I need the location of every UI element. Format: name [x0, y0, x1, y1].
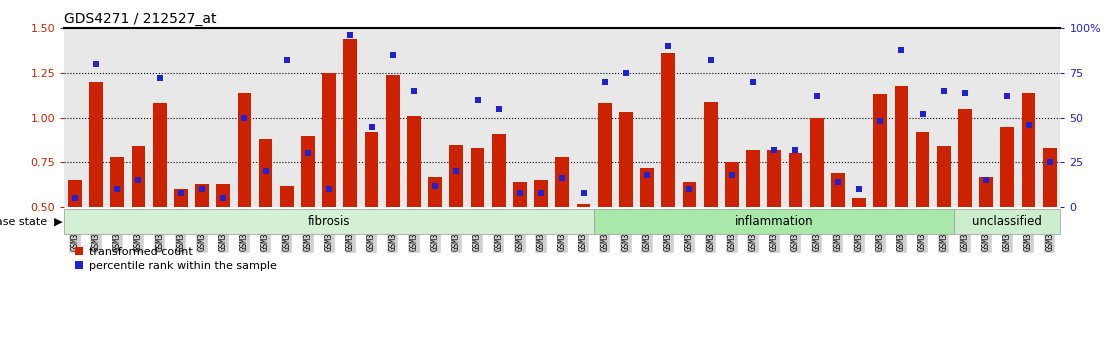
Bar: [619, 112, 633, 296]
Bar: [594, 209, 954, 234]
Legend: transformed count, percentile rank within the sample: transformed count, percentile rank withi…: [75, 247, 277, 271]
Bar: [704, 102, 718, 296]
Bar: [280, 185, 294, 296]
Bar: [789, 154, 802, 296]
Text: disease state  ▶: disease state ▶: [0, 217, 62, 227]
Text: fibrosis: fibrosis: [308, 215, 350, 228]
Bar: [471, 148, 484, 296]
Bar: [153, 103, 166, 296]
Bar: [598, 103, 612, 296]
Bar: [132, 146, 145, 296]
Bar: [343, 39, 357, 296]
Bar: [450, 144, 463, 296]
Bar: [894, 86, 909, 296]
Bar: [174, 189, 187, 296]
Bar: [810, 118, 823, 296]
Text: GDS4271 / 212527_at: GDS4271 / 212527_at: [64, 12, 217, 26]
Bar: [979, 177, 993, 296]
Bar: [831, 173, 844, 296]
Bar: [873, 95, 888, 296]
Bar: [1001, 127, 1014, 296]
Bar: [534, 180, 548, 296]
Bar: [386, 75, 400, 296]
Bar: [958, 109, 972, 296]
Bar: [725, 162, 739, 296]
Bar: [661, 53, 675, 296]
Bar: [915, 132, 930, 296]
Bar: [683, 182, 696, 296]
Bar: [111, 157, 124, 296]
Bar: [576, 204, 591, 296]
Bar: [1022, 93, 1036, 296]
Bar: [365, 132, 379, 296]
Bar: [216, 184, 230, 296]
Bar: [640, 168, 654, 296]
Bar: [258, 139, 273, 296]
Bar: [768, 150, 781, 296]
Text: inflammation: inflammation: [735, 215, 813, 228]
Bar: [407, 116, 421, 296]
Bar: [954, 209, 1060, 234]
Bar: [746, 150, 760, 296]
Text: unclassified: unclassified: [973, 215, 1043, 228]
Bar: [1043, 148, 1057, 296]
Bar: [195, 184, 209, 296]
Bar: [555, 157, 570, 296]
Bar: [89, 82, 103, 296]
Bar: [64, 209, 594, 234]
Bar: [937, 146, 951, 296]
Bar: [322, 73, 336, 296]
Bar: [68, 180, 82, 296]
Bar: [852, 198, 866, 296]
Bar: [301, 136, 315, 296]
Bar: [429, 177, 442, 296]
Bar: [237, 93, 252, 296]
Bar: [513, 182, 526, 296]
Bar: [492, 134, 505, 296]
